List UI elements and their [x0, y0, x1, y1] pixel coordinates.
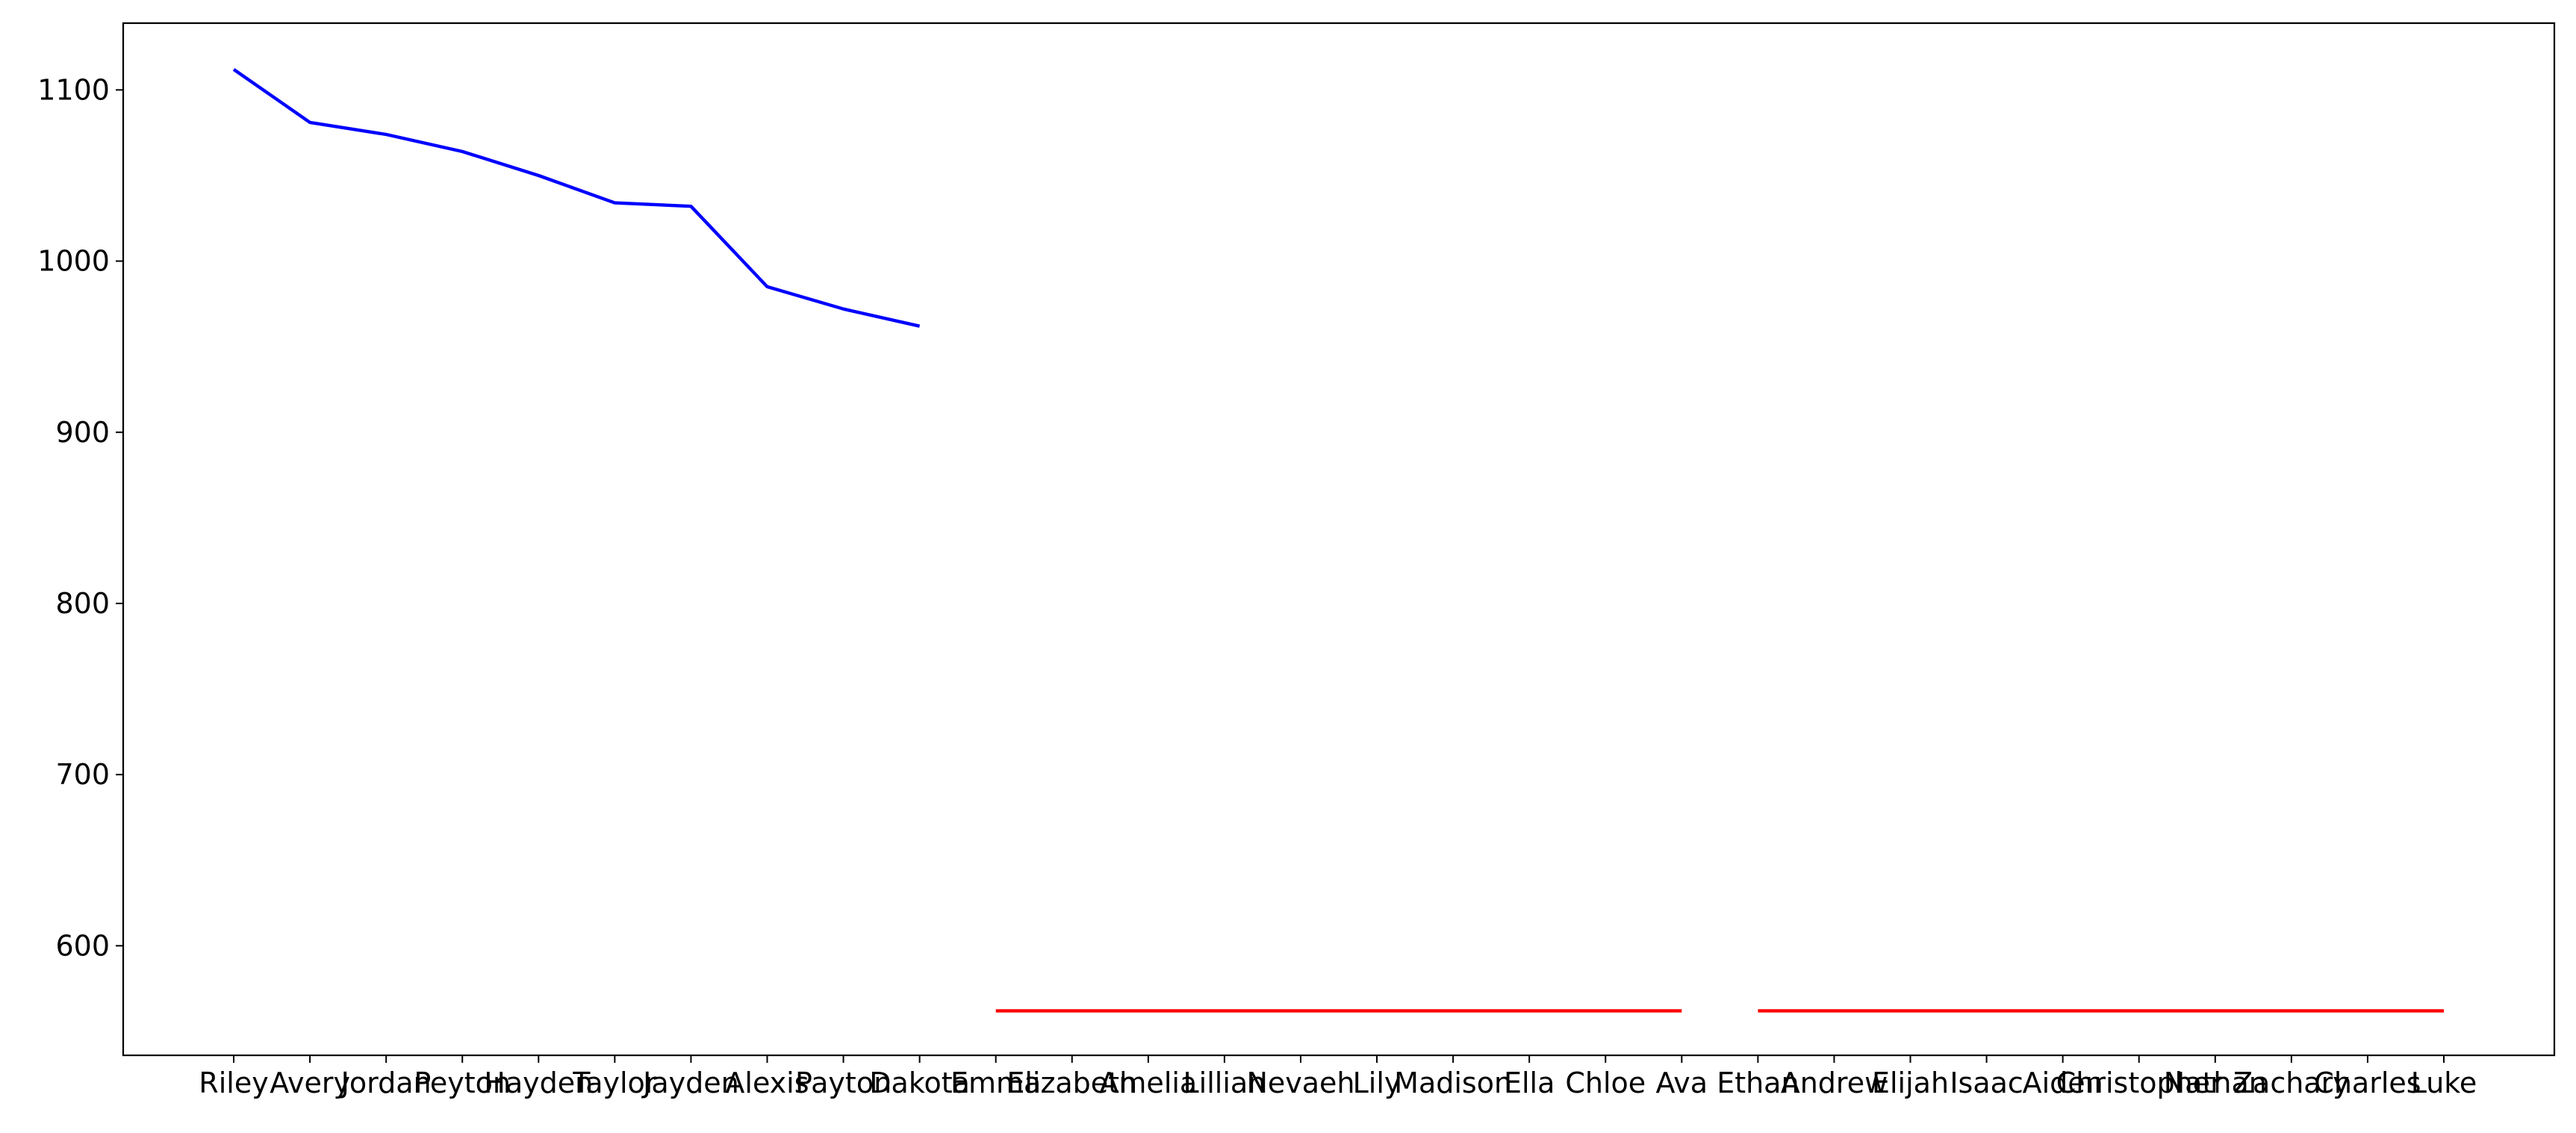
x-tick-label: Nevaeh [1246, 1067, 1354, 1099]
x-tick-label: Madison [1394, 1067, 1512, 1099]
x-tick-label: Lily [1353, 1067, 1401, 1099]
x-tick-label: Nathan [2164, 1067, 2267, 1099]
x-tick-label: Amelia [1099, 1067, 1197, 1099]
y-tick-label: 1000 [37, 245, 110, 278]
x-tick-label: Payton [795, 1067, 892, 1099]
x-tick-label: Luke [2411, 1067, 2477, 1099]
x-tick-label: Jayden [641, 1067, 739, 1099]
x-tick-label: Taylor [572, 1067, 657, 1099]
x-tick-label: Emma [951, 1067, 1041, 1099]
y-tick-label: 700 [55, 758, 110, 791]
x-tick-label: Lillian [1183, 1067, 1266, 1099]
x-tick-label: Riley [199, 1067, 268, 1099]
x-tick-label: Jordan [340, 1067, 432, 1099]
x-tick-label: Ava [1656, 1067, 1708, 1099]
x-tick-label: Isaac [1950, 1067, 2023, 1099]
x-tick-label: Christopher [2056, 1067, 2222, 1099]
y-tick-label: 1100 [37, 73, 110, 106]
x-tick-label: Zachary [2233, 1067, 2350, 1099]
x-tick-label: Aiden [2023, 1067, 2103, 1099]
x-tick-label: Hayden [484, 1067, 593, 1099]
line [232, 68, 921, 328]
x-tick-label: Elizabeth [1007, 1067, 1137, 1099]
x-tick-label: Dakota [869, 1067, 970, 1099]
x-tick-label: Alexis [725, 1067, 809, 1099]
x-tick-label: Elijah [1872, 1067, 1949, 1099]
plot-frame [122, 22, 2556, 1057]
x-tick-label: Ethan [1717, 1067, 1799, 1099]
y-tick-label: 600 [55, 929, 110, 962]
x-tick-label: Andrew [1781, 1067, 1888, 1099]
x-tick-label: Avery [270, 1067, 350, 1099]
y-tick-label: 800 [55, 587, 110, 620]
x-tick-label: Peyton [414, 1067, 511, 1099]
x-tick-label: Chloe [1565, 1067, 1646, 1099]
x-tick-label: Charles [2314, 1067, 2421, 1099]
y-tick-label: 900 [55, 416, 110, 449]
x-tick-label: Ella [1504, 1067, 1555, 1099]
